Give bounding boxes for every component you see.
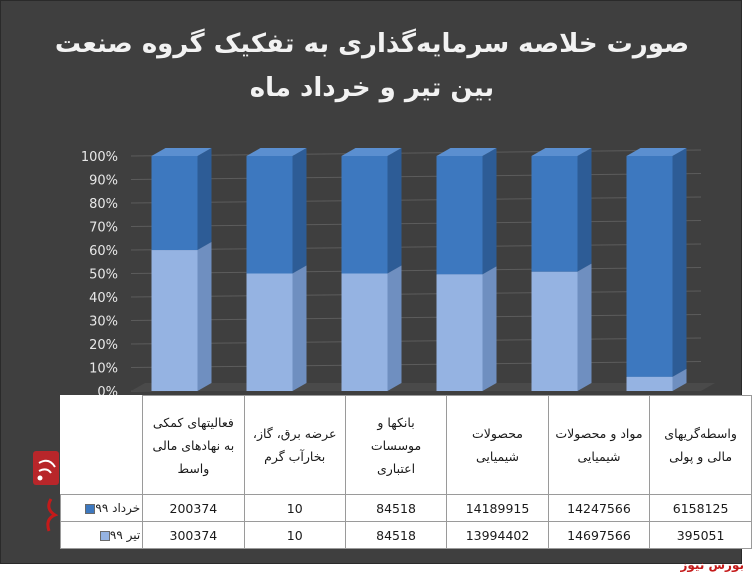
table-cell: 14247566 (547, 494, 651, 522)
category-label: مواد و محصولات شیمیایی (547, 395, 651, 495)
gridline (130, 220, 702, 227)
legend-label: تیر ۹۹ (109, 528, 141, 542)
bar-segment-tir (436, 266, 497, 391)
category-label: فعالیتهای کمکی به نهادهای مالی واسط (142, 395, 245, 495)
bar-segment-khordad (531, 148, 592, 272)
table-corner (60, 395, 144, 495)
chart-title: صورت خلاصه سرمایه‌گذاری به تفکیک گروه صن… (54, 29, 690, 59)
table-cell: 14697566 (547, 521, 651, 549)
y-tick-label: 40% (89, 291, 118, 306)
table-cell: 13994402 (446, 521, 549, 549)
bar-segment-tir (246, 265, 307, 391)
category-label: عرضه برق، گاز، بخارآب گرم (243, 395, 346, 495)
category-label: محصولات شیمیایی (446, 395, 549, 495)
logo-icon (31, 449, 77, 539)
bar-segment-tir (151, 242, 212, 391)
legend-label: خرداد ۹۹ (95, 501, 141, 515)
y-tick-label: 20% (89, 338, 118, 353)
plot-area: 0%10%20%30%40%50%60%70%80%90%100% (81, 148, 715, 400)
gridline (130, 196, 702, 204)
table-cell: 200374 (142, 494, 245, 522)
legend-khordad: خرداد ۹۹ (59, 494, 144, 522)
table-cell: 14189915 (446, 494, 549, 522)
bar-segment-khordad (151, 148, 212, 251)
gridline (130, 314, 702, 321)
gridline (130, 243, 702, 251)
gridline (130, 173, 702, 180)
category-row: فعالیتهای کمکی به نهادهای مالی واسط عرضه… (60, 395, 752, 495)
table-cell: 10 (243, 494, 346, 522)
gridline (130, 290, 702, 298)
bar-segment-khordad (626, 148, 687, 377)
bar-segment-khordad (436, 148, 497, 275)
table-cell: 300374 (142, 521, 245, 549)
y-tick-label: 80% (89, 197, 118, 212)
y-tick-label: 100% (81, 150, 118, 165)
bar-segment-khordad (341, 148, 402, 274)
table-cell: 84518 (344, 521, 448, 549)
y-tick-label: 10% (89, 362, 118, 377)
gridline (130, 149, 702, 157)
series-row-khordad: خرداد ۹۹ 200374 10 84518 14189915 142475… (59, 494, 752, 522)
legend-swatch-icon (99, 530, 110, 541)
data-table: فعالیتهای کمکی به نهادهای مالی واسط عرضه… (59, 395, 752, 549)
table-cell: 84518 (344, 494, 448, 522)
bar-segment-tir (531, 263, 592, 391)
y-tick-label: 30% (89, 315, 118, 330)
bar-segment-tir (341, 265, 402, 391)
table-cell: 395051 (649, 521, 752, 549)
legend-tir: تیر ۹۹ (59, 521, 144, 549)
table-cell: 6158125 (649, 494, 752, 522)
chart-subtitle: بین تیر و خرداد ماه (249, 73, 495, 103)
bar-segment-khordad (246, 148, 307, 274)
y-tick-label: 90% (89, 174, 118, 189)
legend-swatch-icon (85, 503, 96, 514)
gridline (130, 337, 702, 345)
y-tick-label: 50% (89, 268, 118, 283)
watermark: بورس نیوز (680, 558, 744, 572)
y-tick-label: 60% (89, 244, 118, 259)
category-label: بانکها و موسسات اعتباری (344, 395, 448, 495)
y-tick-label: 70% (89, 221, 118, 236)
table-cell: 10 (243, 521, 346, 549)
series-row-tir: تیر ۹۹ 300374 10 84518 13994402 14697566… (59, 521, 752, 549)
category-label: واسطه‌گریهای مالی و پولی (649, 395, 752, 495)
gridline (130, 267, 702, 274)
gridline (130, 361, 702, 368)
